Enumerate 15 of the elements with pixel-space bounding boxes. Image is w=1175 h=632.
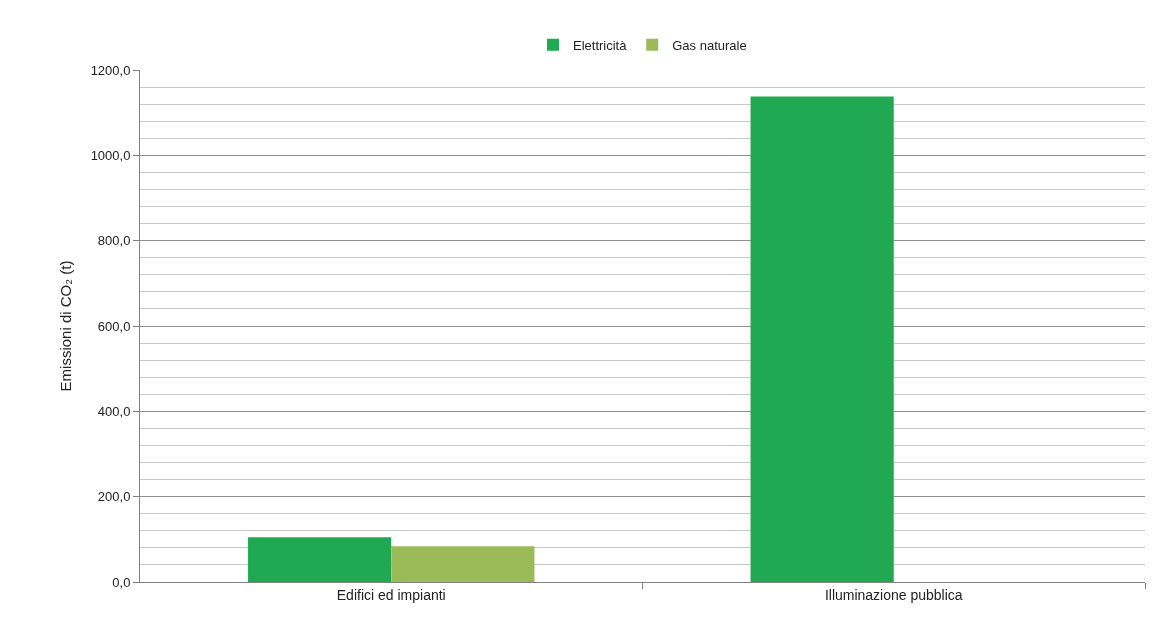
x-tick-label: Illuminazione pubblica: [824, 586, 963, 603]
y-tick-label: 800,0: [97, 233, 131, 249]
y-tick-label: 200,0: [97, 489, 131, 505]
y-tick-label: 0,0: [112, 574, 131, 590]
y-tick-label: 600,0: [97, 318, 131, 334]
y-tick-label: 1000,0: [90, 147, 131, 163]
bar: [750, 96, 894, 582]
legend-label: Elettricità: [573, 37, 628, 53]
bar: [248, 537, 392, 582]
x-tick-label: Edifici ed impianti: [336, 586, 446, 603]
y-tick-label: 400,0: [97, 403, 131, 419]
legend-label: Gas naturale: [672, 37, 747, 53]
y-tick-label: 1200,0: [90, 62, 131, 78]
y-axis-title: Emissioni di CO₂ (t): [56, 260, 74, 392]
bar: [391, 546, 535, 582]
